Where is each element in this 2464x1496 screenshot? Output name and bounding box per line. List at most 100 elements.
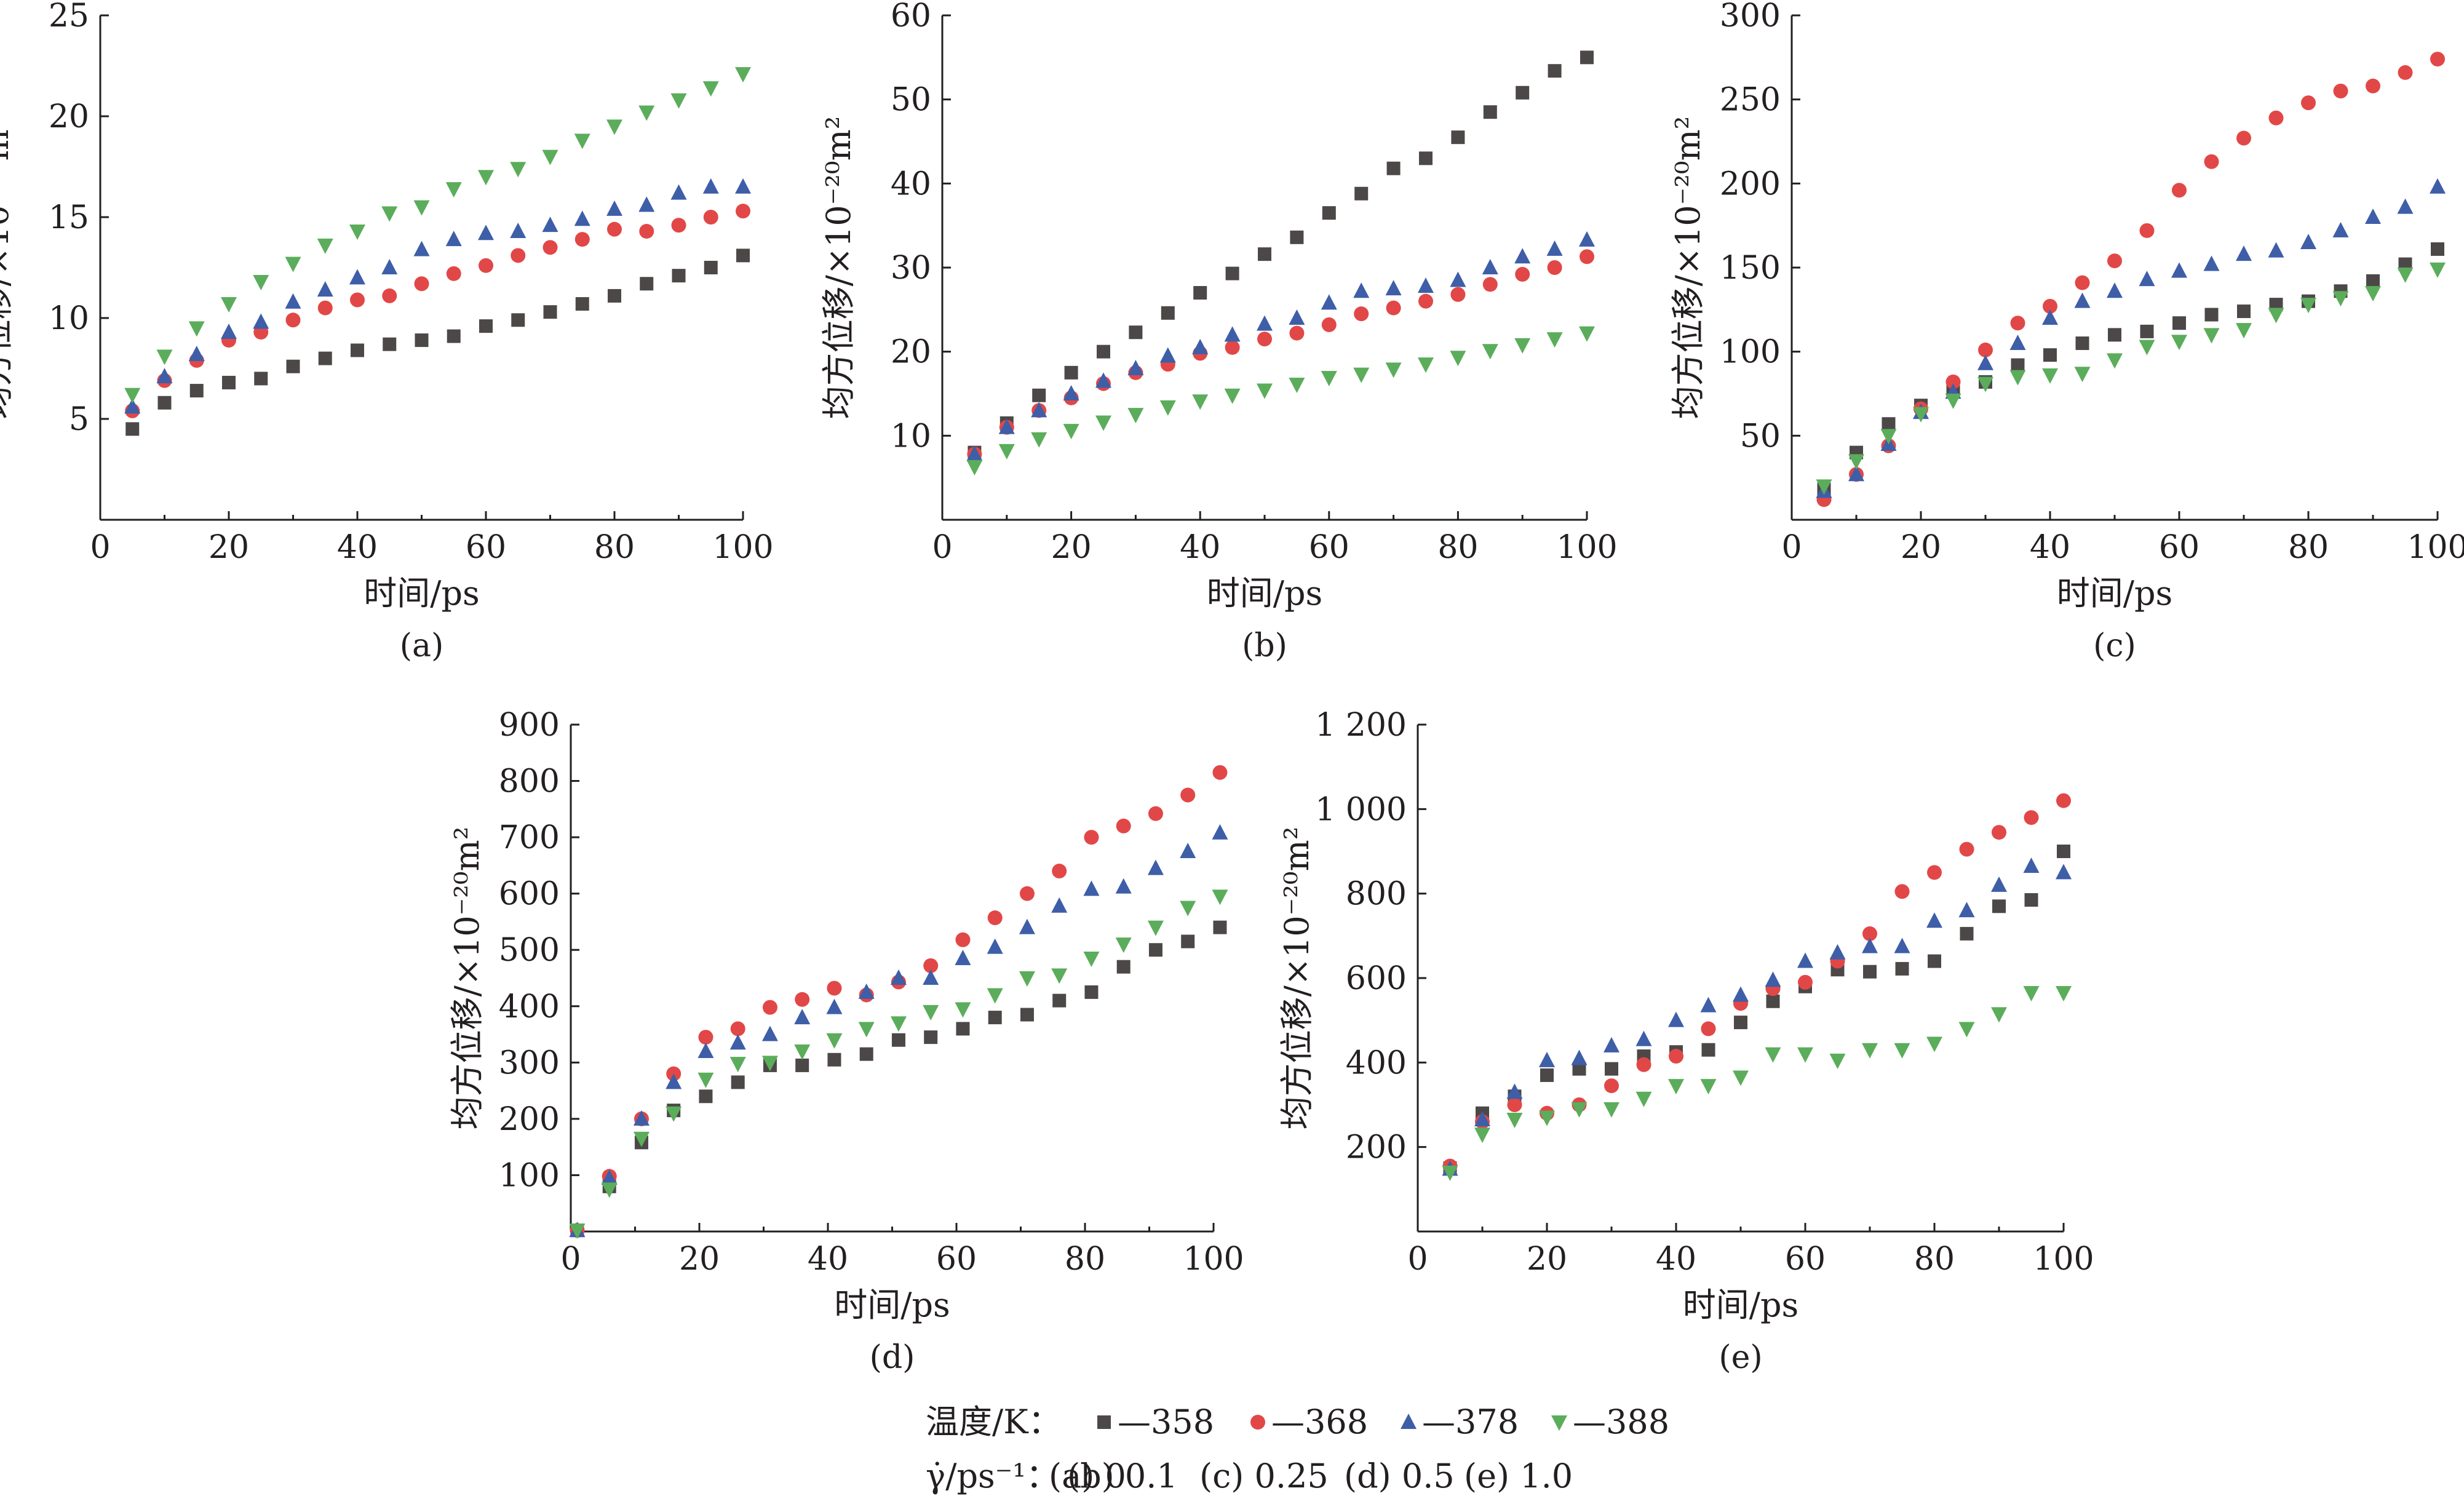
panel-label: (e): [1719, 1339, 1762, 1376]
data-point-368: [2366, 78, 2380, 94]
data-point-368: [479, 258, 493, 273]
data-point-388: [2236, 323, 2252, 339]
x-tick-label: 80: [2288, 529, 2329, 566]
data-point-388: [221, 297, 237, 313]
data-point-358: [2108, 328, 2121, 342]
data-point-358: [736, 249, 750, 263]
data-point-368: [1959, 842, 1974, 857]
data-point-378: [702, 178, 719, 194]
data-point-358: [415, 333, 429, 348]
y-tick-label: 30: [891, 250, 931, 287]
data-point-368: [2430, 52, 2445, 67]
series-378: [569, 824, 1228, 1238]
data-point-358: [2204, 308, 2219, 322]
data-point-368: [698, 1030, 713, 1045]
series-368: [967, 249, 1594, 462]
data-point-388: [1913, 407, 1929, 423]
data-point-388: [2139, 340, 2155, 356]
data-point-388: [1797, 1047, 1813, 1063]
y-tick-label: 10: [891, 418, 931, 455]
data-point-368: [2236, 130, 2251, 146]
data-point-378: [221, 323, 237, 339]
data-point-378: [1926, 912, 1942, 928]
data-point-368: [2139, 223, 2155, 238]
data-point-378: [1506, 1083, 1523, 1099]
data-point-388: [729, 1057, 746, 1073]
data-point-388: [923, 1005, 939, 1021]
data-point-368: [1580, 249, 1594, 265]
legend-shear-rate: (b) 0.1: [1067, 1457, 1178, 1495]
data-point-378: [1289, 309, 1305, 325]
data-point-358: [672, 269, 686, 283]
data-point-378: [2236, 245, 2252, 261]
data-point-358: [543, 305, 557, 319]
x-tick-label: 80: [1065, 1241, 1105, 1278]
data-point-368: [2398, 65, 2413, 80]
data-point-358: [1572, 1062, 1586, 1076]
data-point-388: [1482, 344, 1498, 360]
data-point-388: [1031, 432, 1047, 448]
data-point-388: [1224, 388, 1241, 404]
panel-a: 0 20 40 60 80 100 5 10 15 20 25 时间/ps 均方位移/×10⁻²⁰m² (…: [0, 0, 774, 664]
y-tick-label: 25: [49, 0, 89, 34]
x-tick-label: 60: [466, 529, 506, 566]
data-point-378: [729, 1034, 746, 1050]
data-point-388: [858, 1022, 875, 1038]
series-388: [1816, 262, 2446, 495]
data-point-358: [511, 313, 525, 327]
data-point-388: [2332, 291, 2349, 307]
data-point-388: [1945, 393, 1961, 409]
data-point-358: [1161, 306, 1175, 320]
data-point-378: [542, 217, 558, 233]
y-tick-label: 200: [1720, 165, 1781, 202]
data-point-378: [285, 293, 301, 309]
data-point-388: [1289, 377, 1305, 393]
x-axis-title: 时间/ps: [834, 1286, 950, 1324]
data-point-368: [1052, 864, 1067, 879]
data-point-368: [1019, 886, 1035, 901]
data-point-388: [987, 988, 1003, 1004]
y-tick-label: 20: [49, 98, 89, 135]
series-358: [1443, 845, 2070, 1175]
data-point-388: [1083, 951, 1100, 967]
data-point-358: [2075, 336, 2089, 350]
y-tick-label: 20: [891, 334, 931, 371]
data-point-378: [1321, 294, 1337, 310]
data-point-358: [1882, 417, 1896, 431]
data-point-378: [826, 998, 843, 1014]
series-368: [125, 204, 750, 418]
data-point-388: [1546, 332, 1563, 348]
data-point-358: [222, 375, 236, 389]
series-378: [966, 231, 1595, 461]
x-tick-label: 80: [1437, 529, 1478, 566]
data-point-368: [1450, 287, 1466, 302]
data-point-378: [156, 368, 173, 384]
data-point-358: [575, 297, 589, 311]
data-point-378: [1095, 372, 1111, 388]
x-tick-label: 20: [1901, 529, 1941, 566]
data-point-388: [2397, 267, 2414, 283]
data-point-358: [704, 261, 718, 274]
y-tick-label: 300: [499, 1044, 560, 1081]
data-point-388: [670, 93, 687, 109]
data-point-368: [1418, 293, 1433, 309]
y-tick-label: 400: [1346, 1044, 1407, 1081]
x-tick-label: 20: [209, 529, 249, 566]
series-388: [966, 326, 1595, 475]
data-point-368: [703, 210, 718, 225]
data-point-378: [1385, 280, 1402, 296]
data-point-388: [2107, 353, 2123, 369]
x-tick-label: 20: [1527, 1241, 1567, 1278]
data-point-388: [569, 1223, 586, 1239]
data-point-378: [2009, 335, 2026, 350]
data-point-388: [1765, 1047, 1781, 1063]
legend-shear-rates: (a) 0(b) 0.1 (c) 0.25 (d) 0.5 (e) 1.0: [1049, 1457, 1573, 1495]
legend-item-358: —358: [1097, 1403, 1214, 1441]
data-point-378: [381, 259, 398, 274]
data-point-378: [987, 938, 1003, 954]
data-point-388: [1321, 371, 1337, 387]
data-point-378: [2042, 309, 2058, 325]
data-point-358: [608, 288, 621, 303]
data-point-388: [1474, 1128, 1490, 1144]
data-point-358: [1605, 1062, 1618, 1076]
